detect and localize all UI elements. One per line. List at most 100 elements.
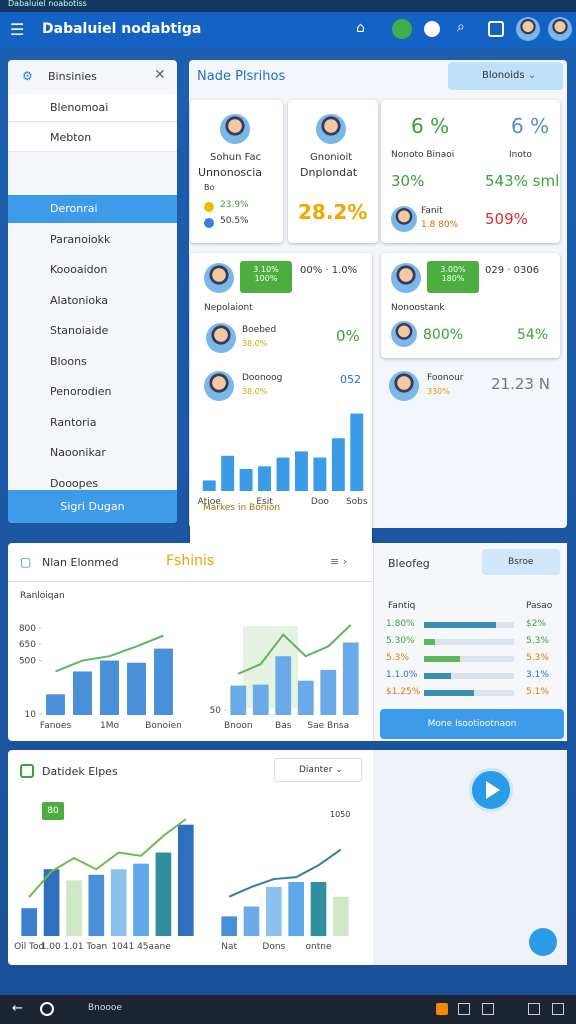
bar-chart: Atioe Esit Doo Sobs — [198, 413, 368, 507]
badge-text: 3.10% — [253, 265, 279, 274]
sidebar: ⚙ Binsinies ✕ Blenomoai Mebton Deronrai Par… — [8, 60, 177, 523]
value: 6 % — [511, 114, 550, 138]
row-label: $1.25% — [386, 687, 421, 697]
search-icon[interactable]: ⌕ — [457, 19, 465, 35]
name: Gnonioit — [310, 152, 353, 163]
y-tick-label: 50 — [210, 706, 222, 716]
header: ☰ Dabaluiel nodabtiga ⌂ ⌕ — [0, 12, 576, 48]
menu-item[interactable]: Alatonioka — [50, 293, 109, 307]
row-track — [424, 639, 514, 645]
menu-item[interactable]: Koooaidon — [50, 263, 108, 276]
stat: 23.9% — [220, 200, 249, 210]
tray-icon[interactable] — [552, 1003, 564, 1015]
nav[interactable]: ≡ › — [330, 555, 348, 568]
tray-icon[interactable] — [482, 1003, 494, 1015]
action-button[interactable]: Mone Isootiootnaon — [380, 709, 564, 739]
row-bar — [424, 622, 496, 628]
column-header: Pasao — [526, 601, 553, 611]
avatar — [391, 321, 417, 347]
bar — [331, 438, 345, 491]
box-icon[interactable] — [488, 21, 504, 37]
value: 1.8 80% — [421, 220, 459, 230]
play-button[interactable] — [469, 768, 513, 812]
x-tick-label: 1041 45aane — [111, 942, 171, 952]
tray-icon[interactable] — [436, 1003, 448, 1015]
row-value: 5.1% — [526, 687, 549, 697]
dropdown[interactable]: Dianter ⌄ — [274, 758, 362, 782]
row-track — [424, 673, 514, 679]
row-value: 3.1% — [526, 670, 549, 680]
card: Foonour 330% 21.23 N — [381, 365, 560, 425]
sidebar-title: Binsinies — [48, 70, 97, 83]
bar — [239, 469, 253, 491]
card: 3.10% 100% 00% · 1.0% Nepolaiont Boebed 3… — [190, 253, 372, 553]
bar — [177, 824, 194, 936]
row-label: 1.80% — [386, 619, 415, 629]
menu-item[interactable]: Mebton — [8, 124, 177, 152]
dropdown[interactable]: Blonoids ⌄ — [448, 62, 563, 90]
x-tick-label: Oil Tod — [14, 942, 44, 952]
menu-item[interactable]: Bloons — [50, 354, 87, 368]
tray-icon[interactable] — [528, 1003, 540, 1015]
x-tick-label: ontne — [306, 942, 332, 952]
menu-item[interactable]: Paranoiokk — [50, 232, 111, 246]
bar — [342, 642, 359, 715]
subtitle: Unnonoscia — [198, 166, 263, 179]
row-value: 5.3% — [526, 636, 549, 646]
home[interactable] — [40, 1002, 54, 1016]
menu-item[interactable]: Dooopes — [50, 476, 99, 490]
stat: 21.23 N — [491, 375, 550, 393]
x-tick-label: Doo — [311, 497, 329, 507]
menu-item[interactable]: Blenomoai — [8, 94, 177, 122]
bar — [155, 852, 172, 936]
tray-icon[interactable] — [458, 1003, 470, 1015]
avatar — [316, 114, 346, 144]
x-tick-label: Nat — [221, 942, 237, 952]
value: 509% — [485, 210, 528, 228]
fab[interactable] — [529, 928, 557, 956]
menu-button[interactable]: ☰ — [10, 20, 25, 39]
bar — [258, 466, 272, 491]
stat: 029 · 0306 — [485, 265, 540, 276]
menu-item[interactable]: Naoonikar — [50, 446, 106, 459]
value: 0% — [336, 327, 360, 345]
footer: Markes in Bonion — [203, 503, 281, 513]
menu-item[interactable]: Penorodien — [50, 385, 112, 398]
status-icon[interactable] — [392, 19, 412, 39]
name: Fanit — [421, 206, 443, 216]
bar — [294, 451, 308, 491]
bar — [73, 671, 92, 715]
row-track — [424, 656, 514, 662]
menu-item[interactable]: Deronrai — [8, 195, 177, 223]
avatar[interactable] — [548, 17, 572, 41]
menu-item[interactable]: Stanoiaide — [50, 324, 109, 337]
media-section — [373, 750, 567, 965]
row-value: $2% — [526, 619, 547, 629]
menu-item[interactable]: Rantoria — [50, 415, 97, 429]
icon: ⚙ — [22, 69, 33, 83]
sign-button[interactable]: Sigri Dugan — [8, 490, 177, 523]
taskbar-label: Bnoooe — [88, 1003, 122, 1013]
chat-icon[interactable] — [424, 21, 440, 37]
side-title: Bleofeg — [388, 557, 430, 570]
bar — [221, 455, 235, 491]
window-bar: Dabaluiel noabotiss — [0, 0, 576, 12]
bar — [275, 656, 292, 715]
close-button[interactable]: ✕ — [154, 67, 166, 83]
home-icon[interactable]: ⌂ — [356, 20, 365, 36]
side-button[interactable]: Bsroe — [482, 549, 560, 575]
bar — [100, 660, 119, 715]
row-bar — [424, 656, 460, 662]
back[interactable]: ← — [12, 1001, 23, 1016]
value: 6 % — [411, 114, 450, 138]
window-title: Dabaluiel noabotiss — [8, 0, 87, 8]
avatar[interactable] — [516, 17, 540, 41]
value: 38.0% — [242, 339, 268, 348]
line — [55, 634, 164, 673]
x-tick-label: Dons — [262, 942, 285, 952]
x-tick-label: Bnoon — [224, 721, 253, 731]
card: 3.00% 180% 029 · 0306 Nonoostank 800% 54% — [381, 253, 560, 358]
